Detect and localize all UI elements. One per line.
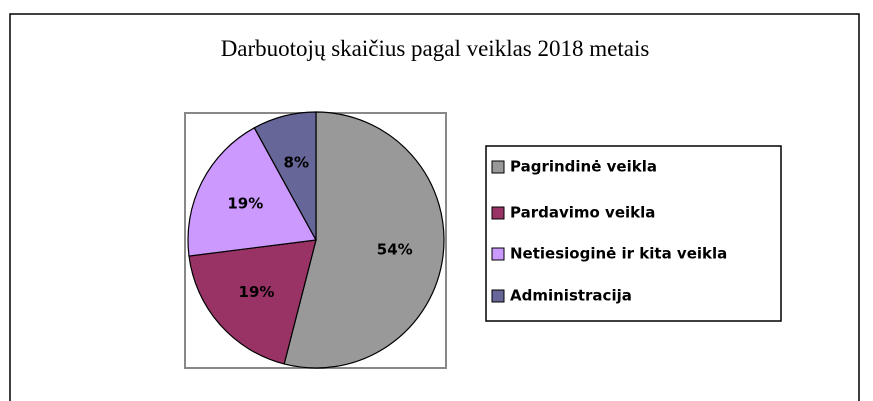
legend-label: Pagrindinė veikla: [510, 158, 657, 176]
legend-swatch: [491, 247, 505, 261]
data-label: 8%: [284, 154, 309, 172]
pie-slice: [188, 239, 317, 365]
pie-slice: [283, 111, 445, 369]
data-label: 19%: [227, 194, 263, 212]
legend-label: Administracija: [510, 287, 632, 305]
legend-label: Netiesioginė ir kita veikla: [510, 245, 727, 263]
legend: [485, 145, 782, 322]
pie-slice: [253, 111, 317, 241]
legend-swatch: [491, 206, 505, 220]
chart-title: Darbuotojų skaičius pagal veiklas 2018 m…: [221, 36, 650, 61]
pie-slice: [187, 127, 317, 257]
data-label: 19%: [239, 283, 275, 301]
legend-swatch: [491, 160, 505, 174]
data-label: 54%: [377, 240, 413, 258]
legend-label: Pardavimo veikla: [510, 204, 655, 222]
legend-swatch: [491, 289, 505, 303]
